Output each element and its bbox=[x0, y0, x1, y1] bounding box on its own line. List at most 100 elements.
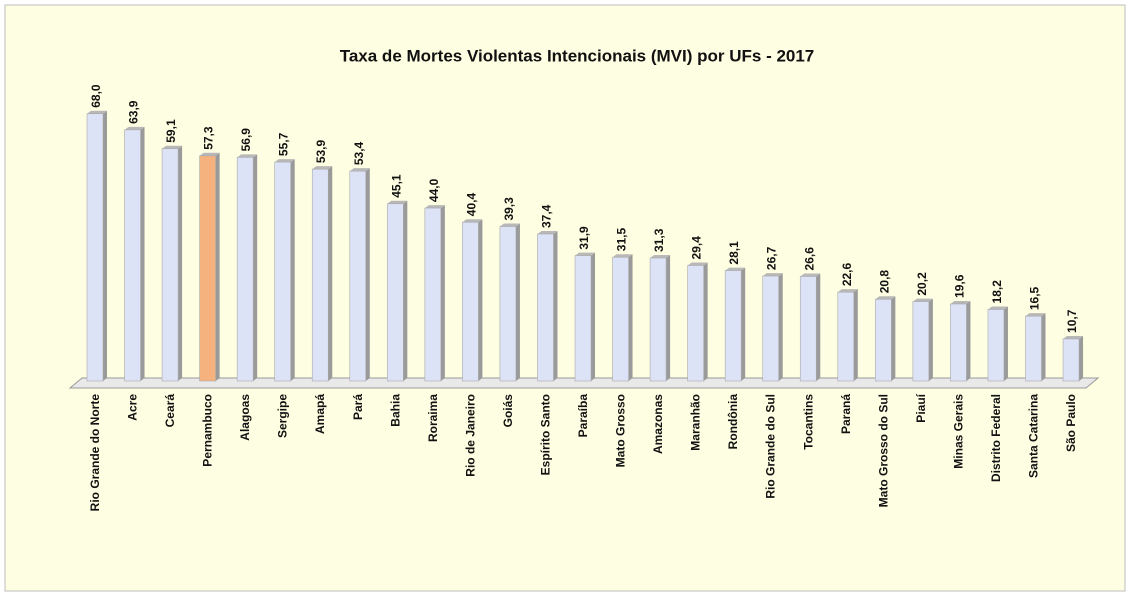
bar-side bbox=[178, 145, 183, 381]
bar bbox=[236, 157, 254, 382]
x-tick-label: Mato Grosso bbox=[614, 394, 628, 467]
bar bbox=[462, 221, 479, 382]
bar-side bbox=[1003, 306, 1008, 381]
bar-top bbox=[349, 168, 370, 172]
data-label: 59,1 bbox=[164, 119, 178, 143]
bar-top bbox=[800, 273, 821, 277]
data-label: 37,4 bbox=[539, 204, 553, 228]
bar-side bbox=[1041, 313, 1046, 381]
x-tick-label: Alagoas bbox=[238, 394, 252, 441]
data-label: 68,0 bbox=[89, 84, 103, 108]
data-label: 19,6 bbox=[952, 274, 966, 298]
data-label: 26,6 bbox=[802, 247, 816, 271]
bar-top bbox=[762, 273, 783, 277]
x-tick-label: Rio Grande do Norte bbox=[88, 394, 102, 512]
bar bbox=[199, 155, 216, 382]
bar bbox=[912, 301, 930, 382]
bar bbox=[1062, 338, 1080, 382]
x-tick-label: Paraná bbox=[839, 394, 853, 434]
bar bbox=[837, 291, 855, 382]
bar-top bbox=[987, 306, 1008, 310]
x-tick-label: Bahia bbox=[388, 394, 402, 427]
data-label: 29,4 bbox=[690, 236, 704, 260]
x-tick-label: Pará bbox=[351, 394, 365, 420]
bar-side bbox=[140, 126, 145, 381]
x-tick-label: Maranhão bbox=[689, 394, 703, 451]
bar-top bbox=[199, 152, 220, 156]
bar bbox=[875, 298, 892, 382]
data-label: 57,3 bbox=[202, 126, 216, 150]
bar-top bbox=[575, 252, 596, 256]
x-tick-label: Pernambuco bbox=[201, 394, 215, 467]
bar bbox=[762, 275, 780, 382]
x-tick-label: Mato Grosso do Sul bbox=[876, 394, 890, 507]
bar-top bbox=[687, 262, 708, 266]
bar bbox=[987, 309, 1005, 382]
bar-top bbox=[312, 166, 333, 170]
data-label: 26,7 bbox=[765, 246, 779, 270]
bar-side bbox=[628, 254, 633, 381]
x-tick-label: Santa Catarina bbox=[1027, 394, 1041, 478]
bar bbox=[124, 129, 141, 382]
bar-side bbox=[928, 298, 933, 381]
x-tick-label: Roraima bbox=[426, 394, 440, 442]
data-label: 55,7 bbox=[277, 132, 291, 156]
bar bbox=[799, 276, 817, 382]
bar-top bbox=[1025, 313, 1046, 317]
x-tick-label: Amapá bbox=[313, 394, 327, 434]
bar-top bbox=[650, 254, 671, 258]
bar-side bbox=[328, 166, 333, 381]
data-label: 31,5 bbox=[615, 228, 629, 252]
data-label: 45,1 bbox=[389, 174, 403, 198]
bar-top bbox=[837, 289, 858, 293]
data-label: 56,9 bbox=[239, 128, 253, 152]
bar bbox=[274, 161, 292, 382]
bar-side bbox=[365, 168, 370, 381]
bar bbox=[499, 226, 517, 382]
x-tick-label: Sergipe bbox=[276, 394, 290, 438]
bar bbox=[387, 203, 404, 382]
bar-top bbox=[162, 145, 183, 149]
bar-side bbox=[403, 200, 408, 381]
bar bbox=[537, 233, 554, 382]
bar-side bbox=[891, 296, 896, 381]
bar bbox=[612, 256, 629, 382]
bar bbox=[424, 207, 442, 382]
bar-top bbox=[912, 298, 933, 302]
bar-top bbox=[537, 231, 558, 235]
x-tick-label: Ceará bbox=[163, 394, 177, 428]
x-tick-label: Rio de Janeiro bbox=[463, 394, 477, 477]
bar-side bbox=[515, 223, 520, 381]
x-tick-label: Distrito Federal bbox=[989, 394, 1003, 482]
bar-side bbox=[478, 219, 483, 381]
bar-top bbox=[237, 154, 258, 158]
bar bbox=[950, 303, 967, 382]
x-tick-label: Espírito Santo bbox=[538, 394, 552, 475]
data-label: 18,2 bbox=[990, 280, 1004, 304]
data-label: 22,6 bbox=[840, 263, 854, 287]
x-tick-label: Rondônia bbox=[726, 394, 740, 450]
bar-top bbox=[499, 223, 520, 227]
data-label: 40,4 bbox=[464, 193, 478, 217]
bar-side bbox=[778, 273, 783, 381]
data-label: 39,3 bbox=[502, 197, 516, 221]
bar-top bbox=[424, 205, 445, 209]
bar bbox=[311, 168, 329, 382]
x-tick-label: Acre bbox=[126, 394, 140, 421]
data-label: 53,9 bbox=[314, 139, 328, 163]
bar bbox=[161, 148, 179, 382]
bar-top bbox=[462, 219, 483, 223]
bar-side bbox=[591, 252, 596, 381]
bar bbox=[349, 170, 367, 382]
bar-top bbox=[725, 267, 746, 271]
chart-title: Taxa de Mortes Violentas Intencionais (M… bbox=[340, 46, 815, 65]
x-tick-label: Piauí bbox=[914, 393, 928, 422]
x-tick-label: Goiás bbox=[501, 394, 515, 428]
bar-side bbox=[853, 289, 858, 381]
data-label: 28,1 bbox=[727, 241, 741, 265]
x-tick-label: Tocantins bbox=[801, 394, 815, 450]
bar bbox=[574, 255, 592, 382]
bar-top bbox=[387, 200, 408, 204]
data-label: 53,4 bbox=[352, 141, 366, 165]
